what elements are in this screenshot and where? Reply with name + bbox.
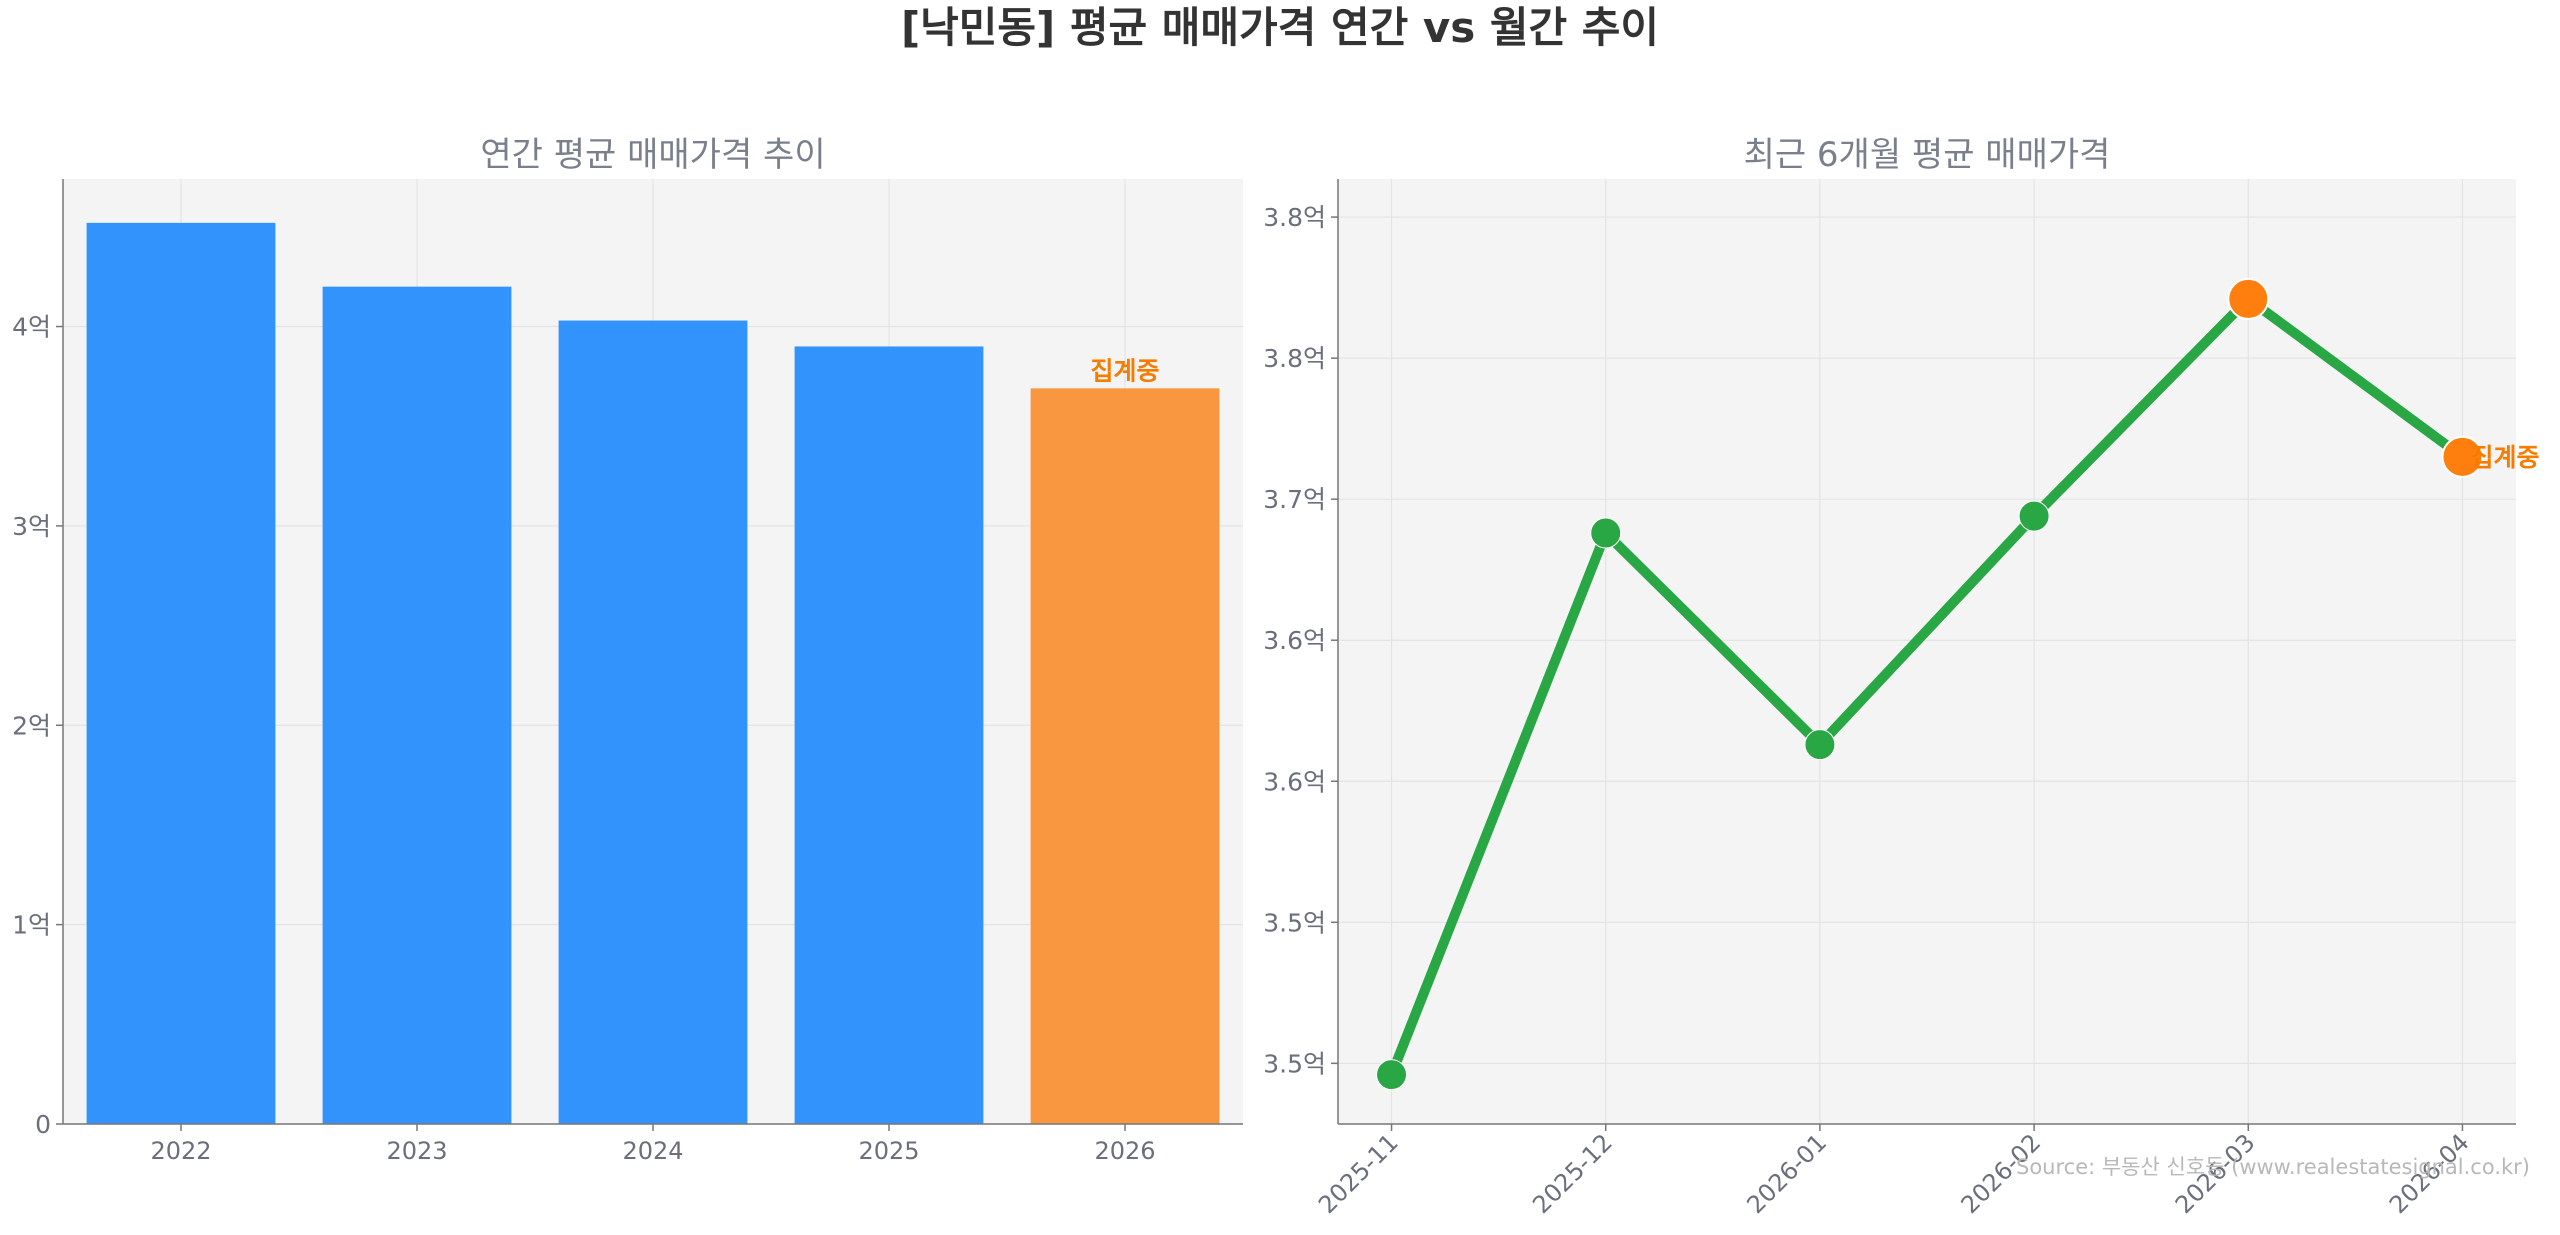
bar-2023 bbox=[322, 286, 512, 1125]
right-ytick-label: 3.8억 bbox=[1263, 203, 1326, 232]
right-ytick-label: 3.8억 bbox=[1263, 344, 1326, 373]
figure-title: [낙민동] 평균 매매가격 연간 vs 월간 추이 bbox=[901, 3, 1659, 52]
right-ytick-label: 3.5억 bbox=[1263, 1049, 1326, 1078]
left-xtick-label: 2023 bbox=[386, 1137, 447, 1165]
right-line-series: 집계중 bbox=[1376, 277, 2539, 1091]
line-point-2026-04 bbox=[2441, 435, 2484, 478]
right-ytick-label: 3.7억 bbox=[1263, 485, 1326, 514]
left-xtick-label: 2026 bbox=[1094, 1137, 1155, 1165]
left-ytick-label: 2억 bbox=[12, 711, 51, 740]
right-axes bbox=[1337, 179, 2516, 1125]
bar-2026 bbox=[1030, 388, 1220, 1124]
yearly-bar-chart: 집계중 0 1억 2억 3억 4억 2022 2023 2024 2025 2026 연간 평균 … bbox=[12, 135, 1243, 1165]
right-xtick-label: 2026-01 bbox=[1741, 1128, 1832, 1219]
left-ytick-label: 3억 bbox=[12, 512, 51, 541]
line-point-2026-03 bbox=[2227, 277, 2270, 320]
right-ytick-label: 3.6억 bbox=[1263, 767, 1326, 796]
right-grid bbox=[1338, 179, 2516, 1124]
left-bars: 집계중 bbox=[86, 222, 1220, 1125]
bar-2025 bbox=[794, 346, 984, 1124]
right-ytick-label: 3.6억 bbox=[1263, 626, 1326, 655]
left-xtick-label: 2024 bbox=[622, 1137, 683, 1165]
line-partial-label: 집계중 bbox=[2470, 443, 2539, 472]
left-ytick-label: 4억 bbox=[12, 313, 51, 342]
line-point-2026-02 bbox=[2018, 500, 2050, 532]
left-ticks: 0 1억 2억 3억 4억 2022 2023 2024 2025 2026 bbox=[12, 313, 1155, 1165]
left-ytick-label: 1억 bbox=[12, 911, 51, 940]
left-ytick-label: 0 bbox=[35, 1110, 51, 1139]
line-point-2025-12 bbox=[1590, 517, 1622, 549]
right-ytick-label: 3.5억 bbox=[1263, 908, 1326, 937]
right-chart-title: 최근 6개월 평균 매매가격 bbox=[1744, 135, 2111, 175]
right-plot-area bbox=[1338, 179, 2516, 1124]
line-series-path bbox=[1386, 293, 2468, 1080]
bar-2024 bbox=[558, 320, 748, 1124]
right-xtick-label: 2025-12 bbox=[1527, 1128, 1618, 1219]
right-xtick-label: 2025-11 bbox=[1313, 1128, 1404, 1219]
left-xtick-label: 2025 bbox=[858, 1137, 919, 1165]
left-chart-title: 연간 평균 매매가격 추이 bbox=[480, 135, 825, 175]
monthly-line-chart: 집계중 3.5억 3.5억 3.6억 3.6억 3.7억 3.8억 3.8억 2025-11 2… bbox=[1263, 135, 2539, 1219]
source-credit: Source: 부동산 신호등 (www.realestatesignal.co… bbox=[2016, 1155, 2530, 1179]
bar-partial-label: 집계중 bbox=[1090, 356, 1159, 385]
line-point-2026-01 bbox=[1804, 729, 1836, 761]
left-xtick-label: 2022 bbox=[150, 1137, 211, 1165]
bar-2022 bbox=[86, 222, 276, 1124]
line-point-2025-11 bbox=[1376, 1059, 1408, 1091]
